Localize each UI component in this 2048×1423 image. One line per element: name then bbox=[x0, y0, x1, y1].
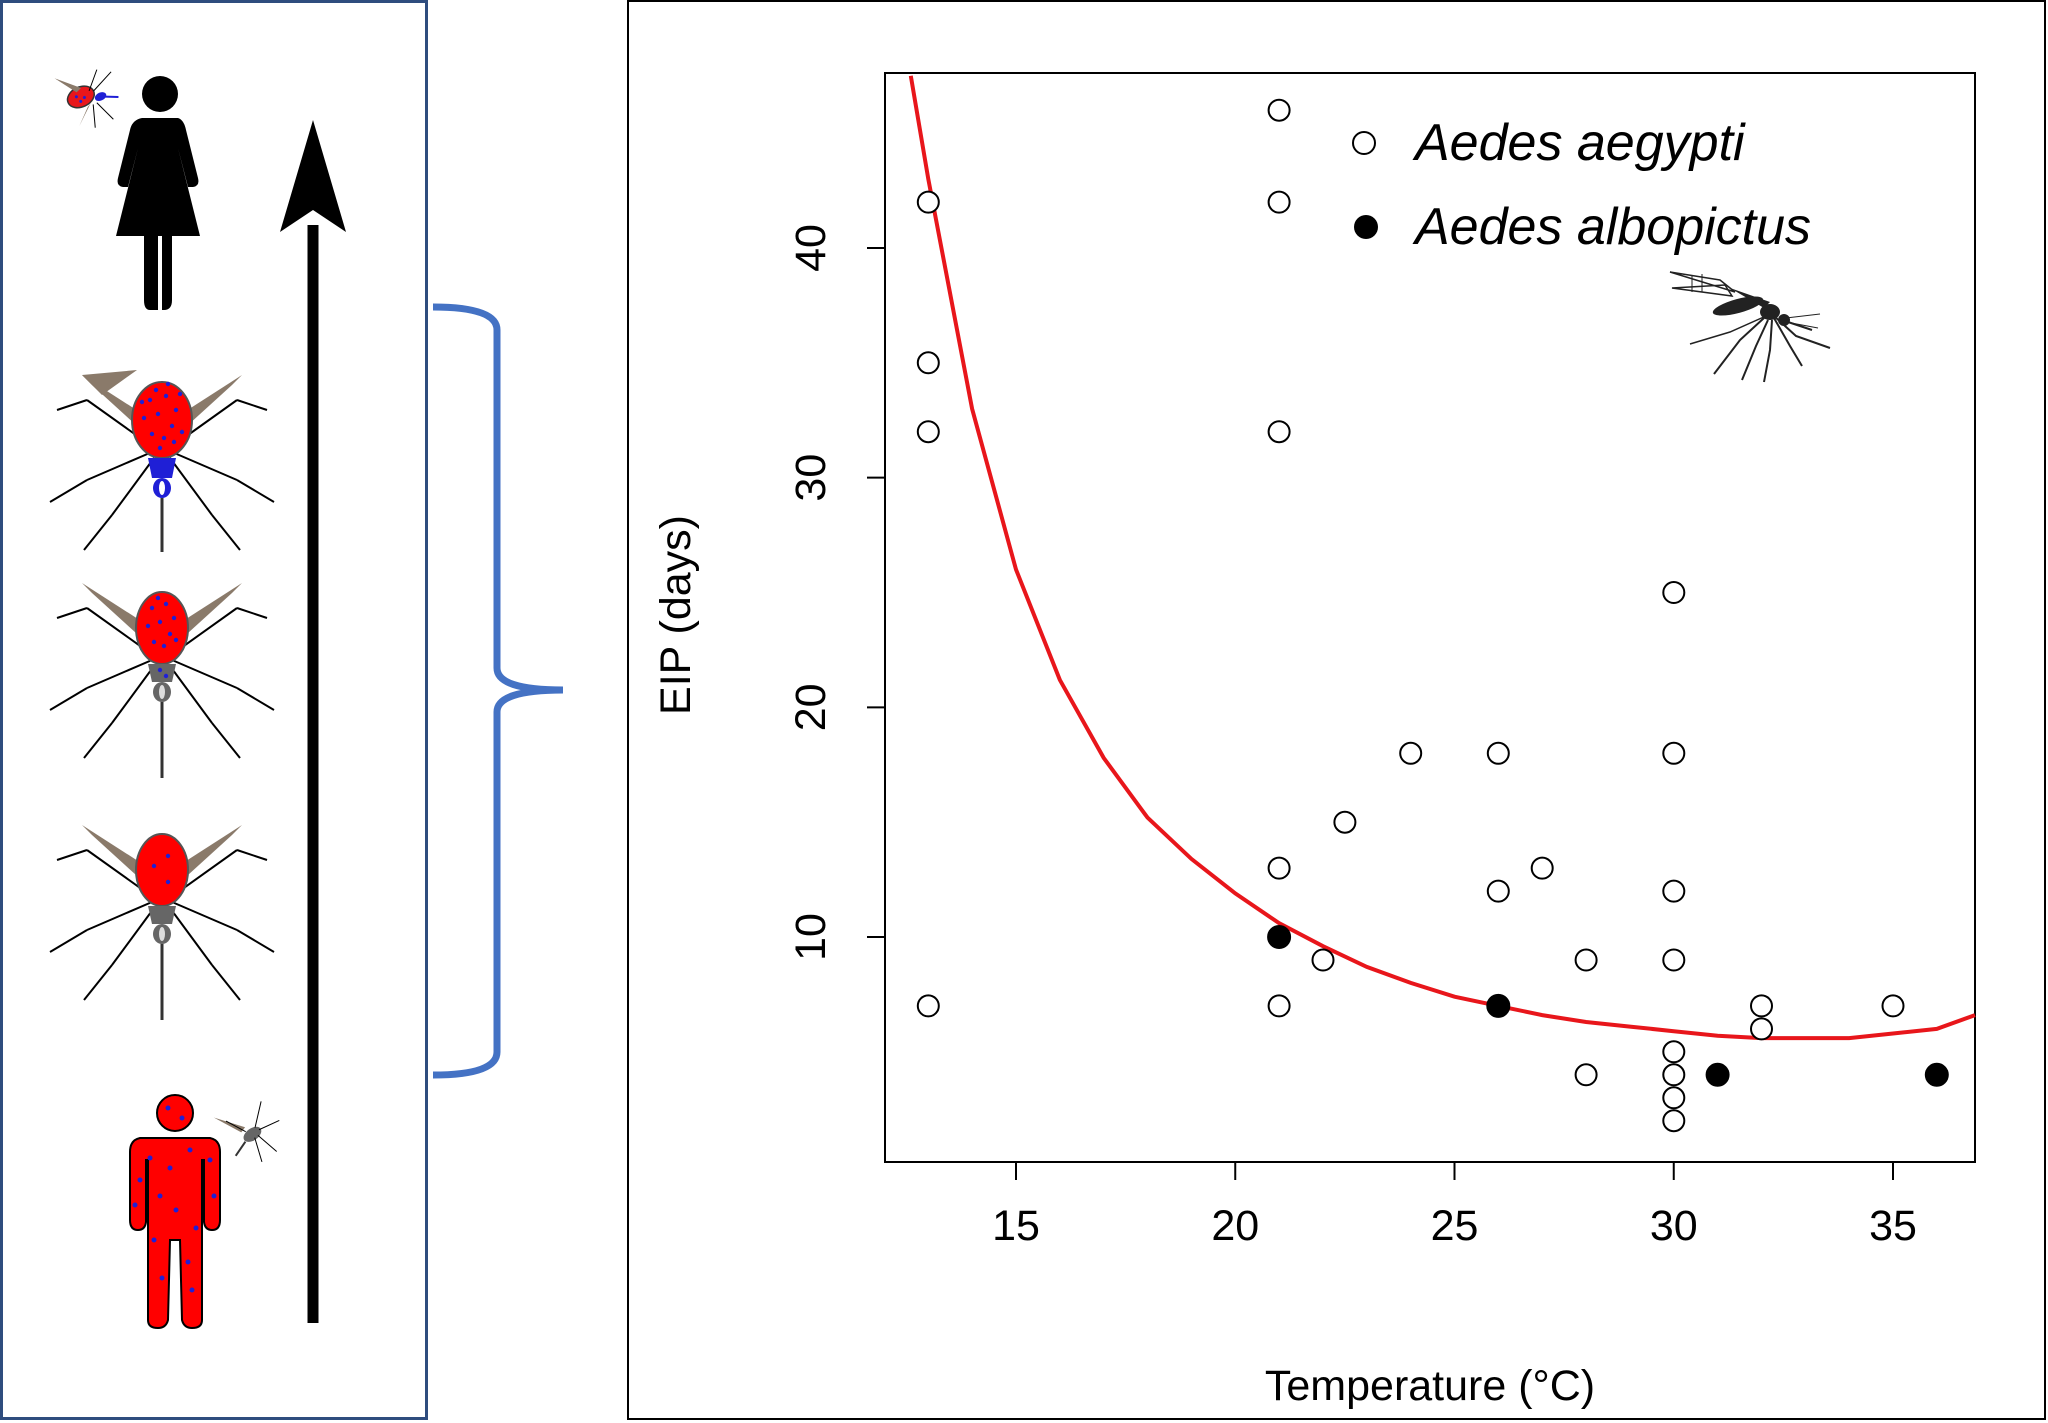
y-axis-label: EIP (days) bbox=[652, 515, 700, 715]
aegypti-point bbox=[1399, 741, 1423, 765]
aegypti-point bbox=[1662, 1040, 1686, 1064]
x-tick-label: 25 bbox=[1431, 1202, 1479, 1250]
aegypti-point bbox=[1333, 810, 1357, 834]
chart-frame bbox=[627, 0, 2046, 1420]
x-axis: 15 20 25 30 35 bbox=[992, 1162, 1917, 1250]
fit-curve bbox=[908, 75, 1976, 1041]
albopictus-point bbox=[1705, 1062, 1730, 1087]
x-tick-label: 30 bbox=[1650, 1202, 1698, 1250]
eip-temperature-scatter: 15 20 25 30 35 10 20 30 40 Temperature (°C) EIP… bbox=[652, 72, 1976, 1410]
aegypti-point bbox=[1662, 741, 1686, 765]
aegypti-point bbox=[1486, 879, 1510, 903]
aegypti-point bbox=[1662, 879, 1686, 903]
y-tick-label: 40 bbox=[787, 224, 835, 272]
aegypti-point bbox=[916, 994, 940, 1018]
aegypti-point bbox=[1530, 856, 1554, 880]
x-tick-label: 20 bbox=[1211, 1202, 1259, 1250]
legend-label-albopictus: Aedes albopictus bbox=[1412, 198, 1811, 256]
aegypti-point bbox=[1311, 948, 1335, 972]
up-arrow-icon bbox=[280, 120, 346, 1323]
aegypti-point bbox=[1486, 741, 1510, 765]
aegypti-point bbox=[1881, 994, 1905, 1018]
curly-brace-icon bbox=[432, 303, 564, 1079]
aegypti-point bbox=[1267, 190, 1291, 214]
legend-marker-albopictus bbox=[1354, 215, 1378, 239]
aegypti-point bbox=[1662, 1063, 1686, 1087]
aegypti-point bbox=[1267, 856, 1291, 880]
y-tick-label: 20 bbox=[787, 683, 835, 731]
aegypti-point bbox=[916, 190, 940, 214]
legend: Aedes aegypti Aedes albopictus bbox=[1352, 114, 1811, 256]
aegypti-point bbox=[1574, 948, 1598, 972]
mosquito-disseminated-icon bbox=[49, 583, 275, 778]
aegypti-point bbox=[1662, 1109, 1686, 1133]
person-being-bitten-icon bbox=[54, 69, 200, 310]
aegypti-point bbox=[1267, 420, 1291, 444]
aegypti-point bbox=[1267, 994, 1291, 1018]
aegypti-point bbox=[916, 420, 940, 444]
aegypti-point bbox=[1574, 1063, 1598, 1087]
data-points bbox=[916, 98, 1949, 1133]
aegypti-point bbox=[1750, 994, 1773, 1018]
aegypti-point bbox=[1662, 581, 1686, 604]
plot-area bbox=[884, 72, 1976, 1163]
infected-human-icon bbox=[129, 1094, 280, 1330]
legend-label-aegypti: Aedes aegypti bbox=[1412, 114, 1746, 172]
mosquito-silhouette-icon bbox=[1669, 271, 1831, 383]
albopictus-point bbox=[1267, 925, 1292, 949]
aegypti-point bbox=[1750, 1017, 1773, 1041]
x-tick-label: 15 bbox=[992, 1202, 1040, 1250]
aegypti-point bbox=[1662, 1086, 1686, 1110]
aegypti-point bbox=[1662, 948, 1686, 972]
x-axis-label: Temperature (°C) bbox=[1265, 1362, 1595, 1410]
y-tick-label: 30 bbox=[787, 454, 835, 502]
aegypti-point bbox=[1267, 98, 1291, 122]
albopictus-point bbox=[1486, 993, 1511, 1018]
x-tick-label: 35 bbox=[1869, 1202, 1917, 1250]
legend-marker-aegypti bbox=[1352, 131, 1376, 155]
y-tick-label: 10 bbox=[787, 913, 835, 961]
aegypti-point bbox=[916, 351, 940, 375]
mosquito-midgut-infected-icon bbox=[49, 825, 275, 1020]
y-axis: 10 20 30 40 bbox=[787, 224, 885, 961]
albopictus-point bbox=[1924, 1062, 1949, 1087]
mosquito-saliva-infected-icon bbox=[49, 370, 275, 552]
